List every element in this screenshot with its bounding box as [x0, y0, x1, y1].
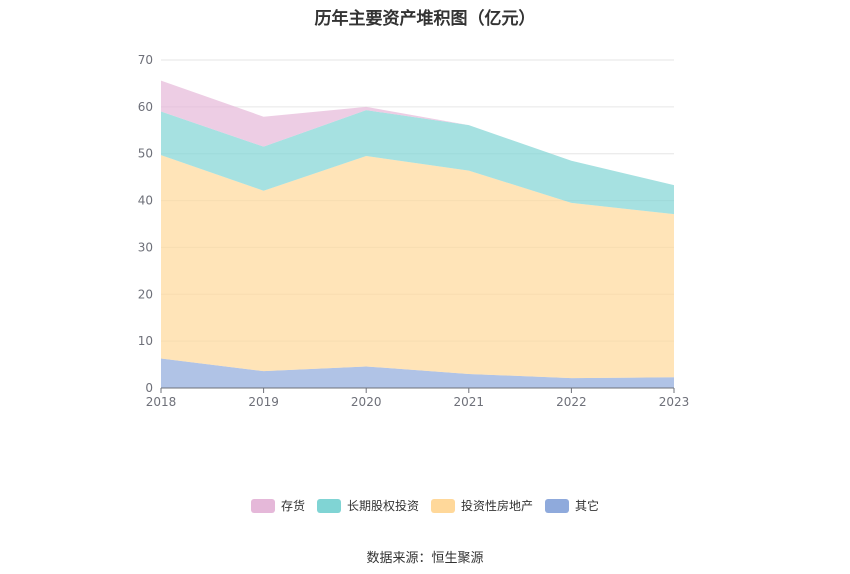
y-tick-label: 30	[138, 240, 153, 254]
legend: 存货 长期股权投资 投资性房地产 其它	[0, 497, 850, 514]
legend-label: 其它	[575, 499, 600, 513]
x-axis: 2018 2019 2020 2021 2022 2023	[146, 387, 690, 409]
legend-swatch	[431, 498, 455, 513]
legend-swatch	[316, 498, 341, 513]
x-tick-label: 2023	[659, 395, 690, 409]
legend-item[interactable]: 投资性房地产	[431, 497, 533, 514]
y-tick-label: 20	[138, 287, 153, 301]
area-投资性房地产	[161, 155, 674, 379]
y-tick-label: 40	[138, 194, 153, 208]
legend-item[interactable]: 长期股权投资	[316, 497, 419, 514]
area-其它	[161, 358, 674, 388]
area-series	[161, 80, 674, 388]
x-tick-label: 2019	[248, 395, 279, 409]
y-tick-label: 60	[138, 100, 153, 114]
y-tick-label: 10	[138, 334, 153, 348]
area-长期股权投资	[161, 110, 674, 215]
area-存货	[161, 80, 674, 186]
x-tick-label: 2021	[454, 395, 485, 409]
y-tick-label: 0	[145, 381, 153, 395]
y-tick-label: 70	[138, 53, 153, 67]
legend-swatch	[250, 498, 275, 513]
x-tick-label: 2018	[146, 395, 177, 409]
chart-title: 历年主要资产堆积图（亿元）	[314, 9, 536, 29]
legend-swatch	[545, 498, 570, 513]
x-tick-label: 2022	[556, 395, 587, 409]
x-tick-label: 2020	[351, 395, 382, 409]
legend-label: 长期股权投资	[346, 499, 419, 513]
legend-item[interactable]: 存货	[250, 497, 305, 514]
legend-item[interactable]: 其它	[545, 497, 599, 514]
y-tick-label: 50	[138, 147, 153, 161]
legend-label: 存货	[280, 499, 305, 513]
data-source: 数据来源：恒生聚源	[366, 551, 484, 566]
y-axis: 0 10 20 30 40 50 60 70	[138, 53, 153, 395]
legend-label: 投资性房地产	[461, 499, 534, 513]
